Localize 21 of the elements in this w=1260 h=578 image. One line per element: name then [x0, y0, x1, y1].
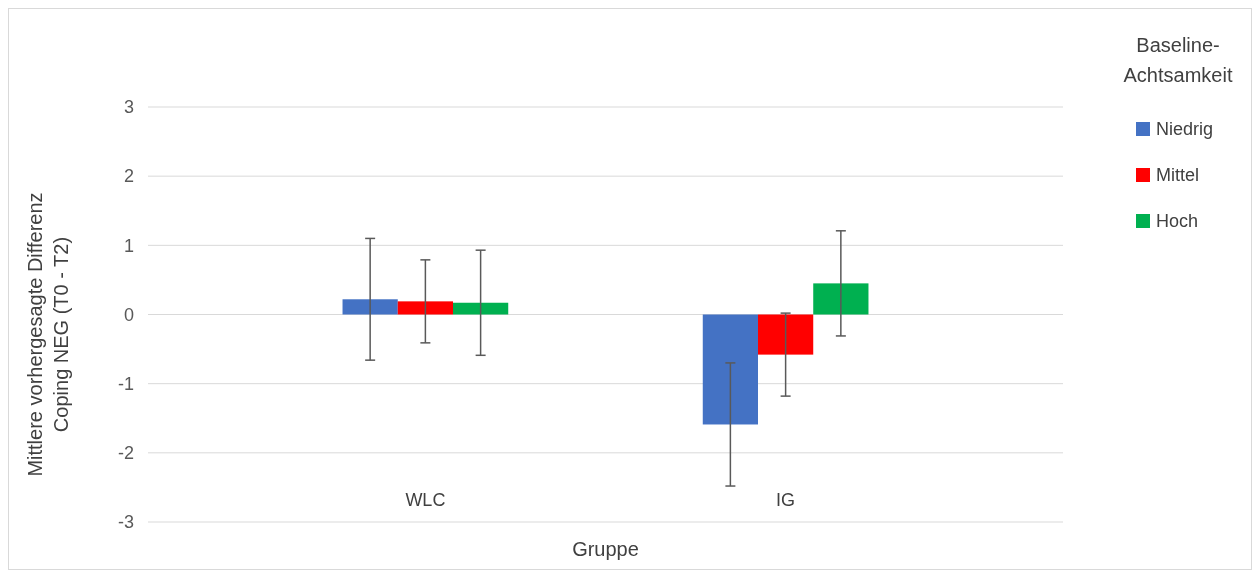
y-tick-label: 3	[123, 97, 134, 118]
y-tick-label: -3	[117, 512, 134, 533]
x-axis-title: Gruppe	[572, 538, 639, 560]
bar	[453, 302, 509, 315]
x-tick-label: IG	[776, 490, 796, 510]
y-tick-label: 2	[123, 166, 134, 187]
legend-label: Mittel	[1156, 165, 1200, 186]
y-tick-label: -2	[117, 443, 134, 464]
bar	[702, 314, 758, 425]
legend-label: Hoch	[1156, 211, 1199, 232]
x-tick-label: WLC	[405, 490, 446, 510]
bar	[813, 283, 869, 315]
bar	[758, 314, 814, 355]
legend-title: Baseline-Achtsamkeit	[1123, 34, 1233, 86]
y-tick-label: 1	[123, 235, 134, 256]
legend-label: Niedrig	[1156, 119, 1214, 140]
y-tick-label: -1	[117, 373, 134, 394]
bar	[342, 299, 398, 315]
y-tick-label: 0	[123, 304, 134, 325]
y-axis-title: Mittlere vorhergesagte Differenz Coping NEG (T0 - T2)	[24, 192, 72, 477]
bar	[397, 301, 453, 315]
